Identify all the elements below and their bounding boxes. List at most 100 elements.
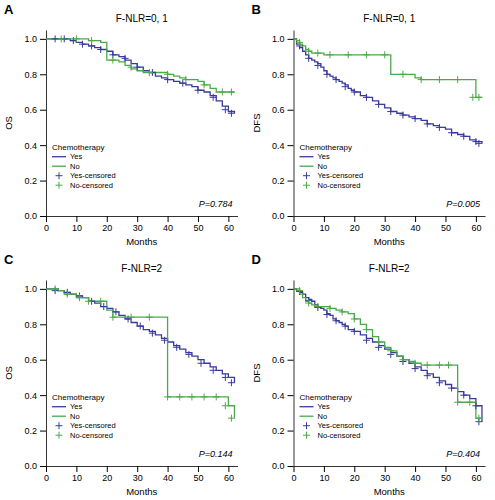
censor-mark	[296, 288, 303, 295]
legend-label: No	[70, 412, 80, 421]
legend-label: Yes-censored	[70, 421, 116, 430]
x-tick-mark	[228, 466, 229, 472]
censor-mark	[475, 140, 482, 147]
x-axis-line	[47, 466, 239, 467]
legend-item: Yes	[52, 402, 82, 411]
x-tick-mark	[137, 216, 138, 222]
panel: 01020304050600.00.20.40.60.81.0F-NLR=2DM…	[251, 252, 486, 497]
x-tick-mark	[137, 466, 138, 472]
x-tick-label: 10	[319, 223, 329, 233]
censor-mark	[454, 76, 461, 83]
y-tick-label: 0.0	[24, 461, 37, 471]
x-tick-mark	[228, 216, 229, 222]
panel: 01020304050600.00.20.40.60.81.0F-NLR=0, …	[251, 2, 486, 247]
legend-symbol	[303, 172, 310, 179]
y-axis: 0.00.20.40.60.81.0	[272, 31, 294, 222]
y-tick-label: 0.6	[272, 355, 285, 365]
y-tick-label: 1.0	[24, 284, 37, 294]
x-tick-mark	[198, 216, 199, 222]
x-tick-mark	[445, 216, 446, 222]
x-tick-mark	[107, 216, 108, 222]
y-tick-label: 0.0	[24, 211, 37, 221]
panel-label: C	[4, 252, 14, 267]
censor-mark	[323, 311, 330, 318]
y-tick-mark	[40, 181, 46, 182]
censor-mark	[399, 112, 406, 119]
x-tick-mark	[168, 466, 169, 472]
y-tick: 0.2	[272, 426, 294, 436]
x-tick-label: 10	[319, 473, 329, 483]
y-tick-label: 1.0	[24, 34, 37, 44]
y-tick-label: 0.4	[272, 391, 285, 401]
censor-mark	[475, 415, 482, 422]
legend-symbol	[52, 416, 66, 417]
y-tick-label: 0.8	[24, 70, 37, 80]
x-tick-mark	[107, 466, 108, 472]
y-tick: 0.4	[24, 391, 46, 401]
y-tick: 0.4	[272, 391, 294, 401]
censor-mark	[399, 356, 406, 363]
x-tick-label: 20	[350, 223, 360, 233]
panel-label: A	[4, 2, 14, 17]
x-tick: 40	[163, 216, 173, 233]
legend-label: Yes	[318, 402, 330, 411]
x-tick: 30	[380, 216, 390, 233]
y-tick-label: 0.2	[272, 176, 285, 186]
y-tick-mark	[288, 74, 294, 75]
x-tick-label: 30	[380, 223, 390, 233]
y-tick-mark	[288, 289, 294, 290]
legend-symbol	[300, 406, 314, 407]
x-tick: 50	[441, 216, 451, 233]
x-tick-mark	[294, 216, 295, 222]
y-tick-label: 0.8	[272, 320, 285, 330]
x-tick-mark	[385, 466, 386, 472]
censor-mark	[296, 39, 303, 46]
censor-mark	[70, 37, 77, 44]
censor-mark	[149, 330, 156, 337]
x-tick: 40	[411, 466, 421, 483]
legend-item: Yes-censored	[56, 171, 116, 180]
censor-mark	[161, 337, 168, 344]
censor-mark	[201, 393, 208, 400]
y-tick: 0.0	[272, 461, 294, 471]
x-tick-label: 10	[72, 473, 82, 483]
legend: ChemotherapyYesNoYes-censoredNo-censored	[52, 393, 116, 440]
y-tick: 0.0	[24, 461, 46, 471]
legend-item: No	[300, 412, 328, 421]
censor-mark	[188, 393, 195, 400]
censor-mark	[194, 87, 201, 94]
legend-item: No-censored	[56, 181, 113, 190]
x-tick: 20	[350, 466, 360, 483]
censor-mark	[399, 71, 406, 78]
x-axis-line	[294, 466, 486, 467]
legend: ChemotherapyYesNoYes-censoredNo-censored	[52, 143, 116, 190]
censor-mark	[460, 392, 467, 399]
y-tick-label: 0.0	[272, 211, 285, 221]
y-tick: 0.4	[272, 141, 294, 151]
censor-mark	[64, 291, 71, 298]
p-value: P=0.784	[199, 199, 233, 209]
y-tick-label: 0.2	[272, 426, 285, 436]
y-tick: 0.6	[272, 355, 294, 365]
censor-mark	[109, 57, 116, 64]
censor-mark	[342, 323, 349, 330]
legend-symbol	[52, 156, 66, 157]
x-tick: 0	[291, 216, 296, 233]
censor-mark	[342, 83, 349, 90]
y-tick-mark	[40, 39, 46, 40]
p-value: P=0.144	[199, 449, 233, 459]
censor-mark	[351, 328, 358, 335]
legend-label: No-censored	[70, 431, 113, 440]
y-tick-label: 1.0	[272, 34, 285, 44]
x-tick: 40	[411, 216, 421, 233]
y-axis-title: DFS	[251, 114, 262, 133]
y-tick: 0.2	[24, 176, 46, 186]
censor-mark	[210, 94, 217, 101]
x-tick-label: 40	[163, 223, 173, 233]
y-tick-mark	[288, 39, 294, 40]
x-tick-mark	[46, 466, 47, 472]
p-value: P=0.404	[446, 449, 480, 459]
censor-mark	[412, 360, 419, 367]
x-tick-label: 60	[471, 473, 481, 483]
x-tick: 30	[380, 466, 390, 483]
